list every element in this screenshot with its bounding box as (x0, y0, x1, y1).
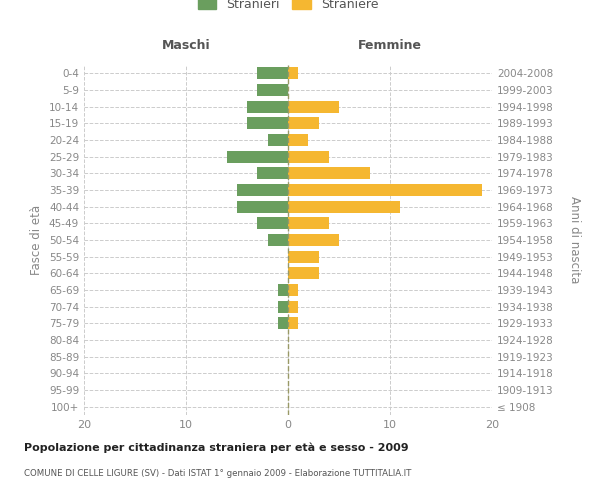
Bar (288, 100, 339, 112)
Bar (257, 168, 288, 179)
Bar (288, 200, 400, 212)
Text: Femmine: Femmine (358, 38, 422, 52)
Bar (268, 234, 288, 246)
Bar (278, 300, 288, 312)
Y-axis label: Anni di nascita: Anni di nascita (568, 196, 581, 284)
Bar (247, 118, 288, 130)
Bar (288, 168, 370, 179)
Bar (257, 218, 288, 230)
Text: Maschi: Maschi (161, 38, 211, 52)
Bar (268, 134, 288, 146)
Bar (237, 184, 288, 196)
Bar (288, 250, 319, 262)
Bar (227, 150, 288, 162)
Bar (288, 234, 339, 246)
Bar (288, 68, 298, 80)
Bar (288, 150, 329, 162)
Bar (288, 218, 329, 230)
Y-axis label: Fasce di età: Fasce di età (31, 205, 43, 275)
Bar (278, 318, 288, 330)
Bar (288, 284, 298, 296)
Text: COMUNE DI CELLE LIGURE (SV) - Dati ISTAT 1° gennaio 2009 - Elaborazione TUTTITAL: COMUNE DI CELLE LIGURE (SV) - Dati ISTAT… (24, 469, 412, 478)
Bar (237, 200, 288, 212)
Bar (247, 100, 288, 112)
Bar (288, 134, 308, 146)
Bar (257, 68, 288, 80)
Legend: Stranieri, Straniere: Stranieri, Straniere (194, 0, 382, 14)
Bar (288, 184, 482, 196)
Bar (288, 268, 319, 280)
Bar (288, 318, 298, 330)
Text: Popolazione per cittadinanza straniera per età e sesso - 2009: Popolazione per cittadinanza straniera p… (24, 442, 409, 453)
Bar (288, 300, 298, 312)
Bar (257, 84, 288, 96)
Bar (278, 284, 288, 296)
Bar (288, 118, 319, 130)
